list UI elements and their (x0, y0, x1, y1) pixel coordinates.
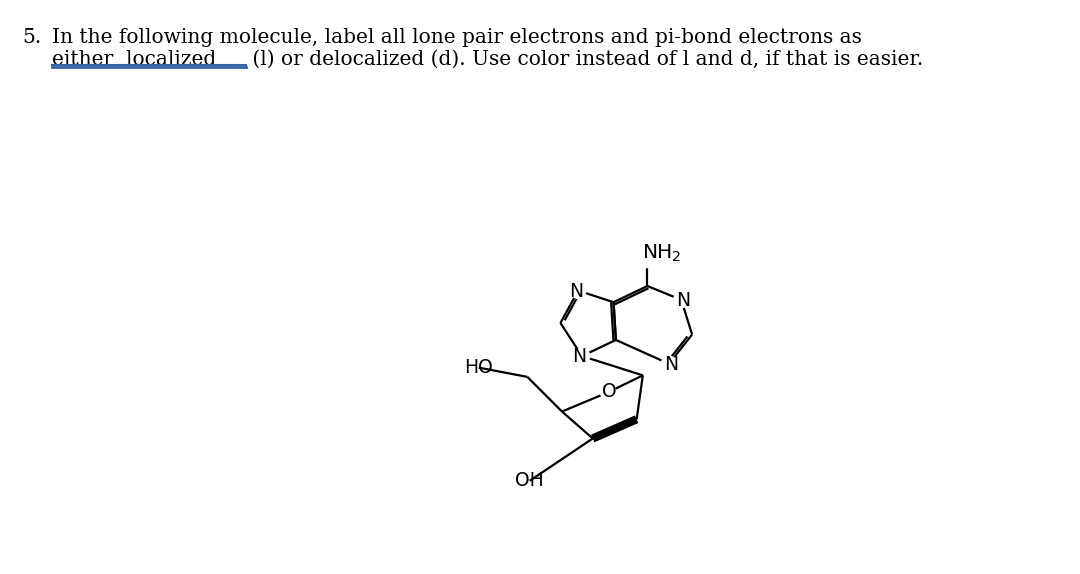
Text: O: O (602, 382, 617, 401)
Text: OH: OH (515, 471, 544, 490)
Circle shape (674, 292, 689, 308)
Circle shape (600, 385, 616, 400)
Text: N: N (664, 355, 678, 374)
Text: HO: HO (464, 358, 494, 377)
Circle shape (570, 283, 585, 298)
Text: 5.: 5. (22, 28, 41, 47)
Text: either  localized: either localized (52, 50, 216, 69)
Text: In the following molecule, label all lone pair electrons and pi-bond electrons a: In the following molecule, label all lon… (52, 28, 862, 47)
Text: NH$_2$: NH$_2$ (642, 243, 680, 265)
Circle shape (661, 356, 677, 371)
Text: N: N (572, 347, 586, 366)
Text: N: N (569, 282, 583, 301)
Circle shape (575, 348, 590, 364)
Text: (l) or delocalized (d). Use color instead of l and d, if that is easier.: (l) or delocalized (d). Use color instea… (246, 50, 923, 69)
Circle shape (639, 252, 656, 267)
Text: N: N (676, 291, 691, 310)
